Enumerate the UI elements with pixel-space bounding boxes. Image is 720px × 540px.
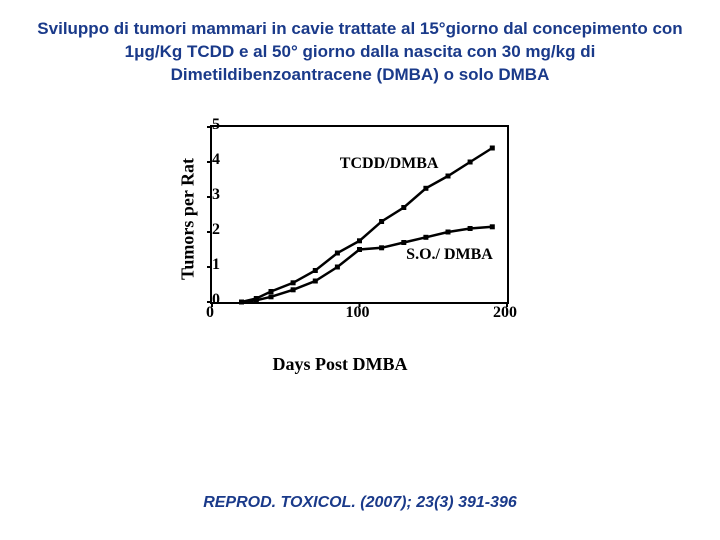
slide: Sviluppo di tumori mammari in cavie trat…: [0, 0, 720, 540]
series-line: [242, 148, 493, 302]
series-marker: [291, 287, 296, 292]
series-marker: [335, 251, 340, 256]
series-marker: [254, 298, 259, 303]
series-marker: [423, 186, 428, 191]
slide-title: Sviluppo di tumori mammari in cavie trat…: [24, 18, 696, 87]
series-marker: [335, 265, 340, 270]
x-tick-label: 100: [338, 304, 378, 322]
series-marker: [291, 280, 296, 285]
x-axis-label: Days Post DMBA: [273, 354, 408, 375]
series-marker: [269, 289, 274, 294]
series-marker: [401, 240, 406, 245]
series-marker: [357, 247, 362, 252]
series-marker: [379, 245, 384, 250]
series-marker: [313, 279, 318, 284]
plot-area: [210, 125, 509, 304]
series-marker: [446, 230, 451, 235]
series-line: [242, 227, 493, 302]
citation-text: REPROD. TOXICOL. (2007); 23(3) 391-396: [203, 494, 517, 512]
y-tick-label: 3: [180, 186, 220, 204]
series-marker: [468, 160, 473, 165]
series-marker: [490, 146, 495, 151]
series-marker: [446, 174, 451, 179]
chart-svg: [206, 126, 508, 308]
chart-container: Tumors per Rat Days Post DMBA 0123450100…: [155, 120, 525, 340]
series-marker: [468, 226, 473, 231]
series-marker: [269, 294, 274, 299]
series-marker: [313, 268, 318, 273]
x-tick-label: 0: [190, 304, 230, 322]
series-marker: [357, 238, 362, 243]
y-tick-label: 1: [180, 256, 220, 274]
y-tick-label: 4: [180, 151, 220, 169]
series-marker: [401, 205, 406, 210]
series-marker: [490, 224, 495, 229]
y-tick-label: 2: [180, 221, 220, 239]
series-marker: [239, 300, 244, 305]
series-marker: [423, 235, 428, 240]
series-marker: [379, 219, 384, 224]
x-tick-label: 200: [485, 304, 525, 322]
y-tick-label: 5: [180, 116, 220, 134]
